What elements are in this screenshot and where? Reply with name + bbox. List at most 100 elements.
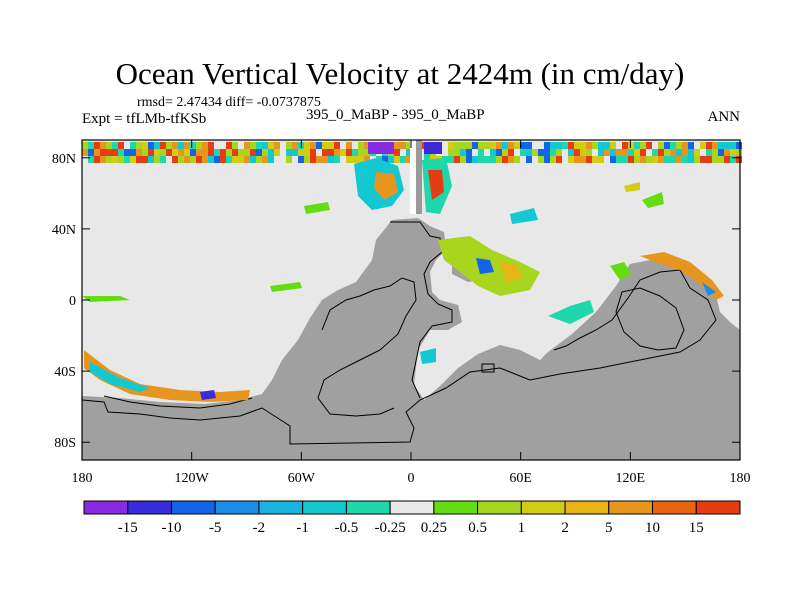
arctic-cell <box>88 149 94 156</box>
colorbar-swatch <box>258 500 304 515</box>
arctic-cell <box>244 156 250 163</box>
arctic-cell <box>166 156 172 163</box>
arctic-cell <box>724 142 730 149</box>
arctic-cell <box>172 156 178 163</box>
arctic-cell <box>730 142 736 149</box>
arctic-cell <box>112 142 118 149</box>
arctic-cell <box>130 142 136 149</box>
arctic-cell <box>322 149 328 156</box>
arctic-cell <box>358 142 364 149</box>
arctic-cell <box>82 156 88 163</box>
arctic-cell <box>94 149 100 156</box>
arctic-cell <box>322 142 328 149</box>
arctic-cell <box>262 142 268 149</box>
arctic-cell <box>574 156 580 163</box>
arctic-cell <box>592 156 598 163</box>
arctic-cell <box>298 156 304 163</box>
arctic-cell <box>586 142 592 149</box>
arctic-cell <box>346 149 352 156</box>
arctic-cell <box>94 156 100 163</box>
arctic-cell <box>502 149 508 156</box>
arctic-cell <box>382 156 388 163</box>
arctic-cell <box>568 156 574 163</box>
arctic-cell <box>736 156 742 163</box>
colorbar-label: -2 <box>253 520 266 536</box>
arctic-cell <box>736 149 742 156</box>
arctic-cell <box>496 149 502 156</box>
arctic-cell <box>316 142 322 149</box>
arctic-cell <box>640 149 646 156</box>
coastline-africa <box>390 221 453 399</box>
colorbar-swatch <box>214 500 260 515</box>
x-tick-label: 180 <box>72 471 93 486</box>
arctic-cell <box>106 142 112 149</box>
arctic-cell <box>700 149 706 156</box>
arctic-cell <box>550 149 556 156</box>
arctic-cell <box>208 156 214 163</box>
arctic-cell <box>142 149 148 156</box>
arctic-cell <box>472 156 478 163</box>
arctic-cell <box>334 142 340 149</box>
arctic-cell <box>472 142 478 149</box>
arctic-cell <box>352 156 358 163</box>
colorbar-label: -10 <box>161 520 181 536</box>
arctic-cell <box>184 142 190 149</box>
arctic-cell <box>400 142 406 149</box>
arctic-cell <box>190 149 196 156</box>
arctic-cell <box>112 149 118 156</box>
arctic-cell <box>460 149 466 156</box>
arctic-cell <box>550 142 556 149</box>
arctic-cell <box>604 156 610 163</box>
arctic-cell <box>238 149 244 156</box>
patch-southern-pacific-3 <box>200 390 216 400</box>
arctic-cell <box>226 156 232 163</box>
arctic-cell <box>526 149 532 156</box>
arctic-cell <box>514 149 520 156</box>
arctic-cell <box>406 142 412 149</box>
arctic-cell <box>562 156 568 163</box>
arctic-cell <box>688 142 694 149</box>
arctic-cell <box>598 156 604 163</box>
arctic-cell <box>460 142 466 149</box>
patch-north-pacific-3 <box>304 202 330 214</box>
coastline-australia <box>615 287 685 351</box>
arctic-cell <box>628 156 634 163</box>
arctic-cell <box>196 149 202 156</box>
y-tick-label: 40S <box>54 365 76 380</box>
arctic-cell <box>262 156 268 163</box>
arctic-cell <box>226 142 232 149</box>
arctic-cell <box>478 156 484 163</box>
arctic-cell <box>106 156 112 163</box>
arctic-cell <box>460 156 466 163</box>
colorbar-swatch <box>389 500 435 515</box>
arctic-cell <box>124 156 130 163</box>
arctic-cell <box>274 142 280 149</box>
arctic-cell <box>220 156 226 163</box>
arctic-cell <box>364 149 370 156</box>
arctic-cell <box>622 142 628 149</box>
arctic-cell <box>616 156 622 163</box>
arctic-cell <box>346 142 352 149</box>
arctic-cell <box>712 149 718 156</box>
arctic-cell <box>166 142 172 149</box>
arctic-cell <box>562 149 568 156</box>
arctic-cell <box>310 142 316 149</box>
arctic-cell <box>232 156 238 163</box>
arctic-cell <box>280 142 286 149</box>
arctic-cell <box>514 156 520 163</box>
arctic-cell <box>538 149 544 156</box>
arctic-cell <box>448 149 454 156</box>
arctic-cell <box>130 156 136 163</box>
arctic-cell <box>406 149 412 156</box>
arctic-cell <box>130 149 136 156</box>
arctic-cell <box>184 156 190 163</box>
arctic-cell <box>304 156 310 163</box>
arctic-cell <box>328 149 334 156</box>
arctic-cell <box>676 142 682 149</box>
anomaly-patches <box>82 158 724 402</box>
arctic-cell <box>358 149 364 156</box>
arctic-cell <box>172 149 178 156</box>
arctic-cell <box>706 156 712 163</box>
arctic-cell <box>580 142 586 149</box>
arctic-cell <box>484 142 490 149</box>
